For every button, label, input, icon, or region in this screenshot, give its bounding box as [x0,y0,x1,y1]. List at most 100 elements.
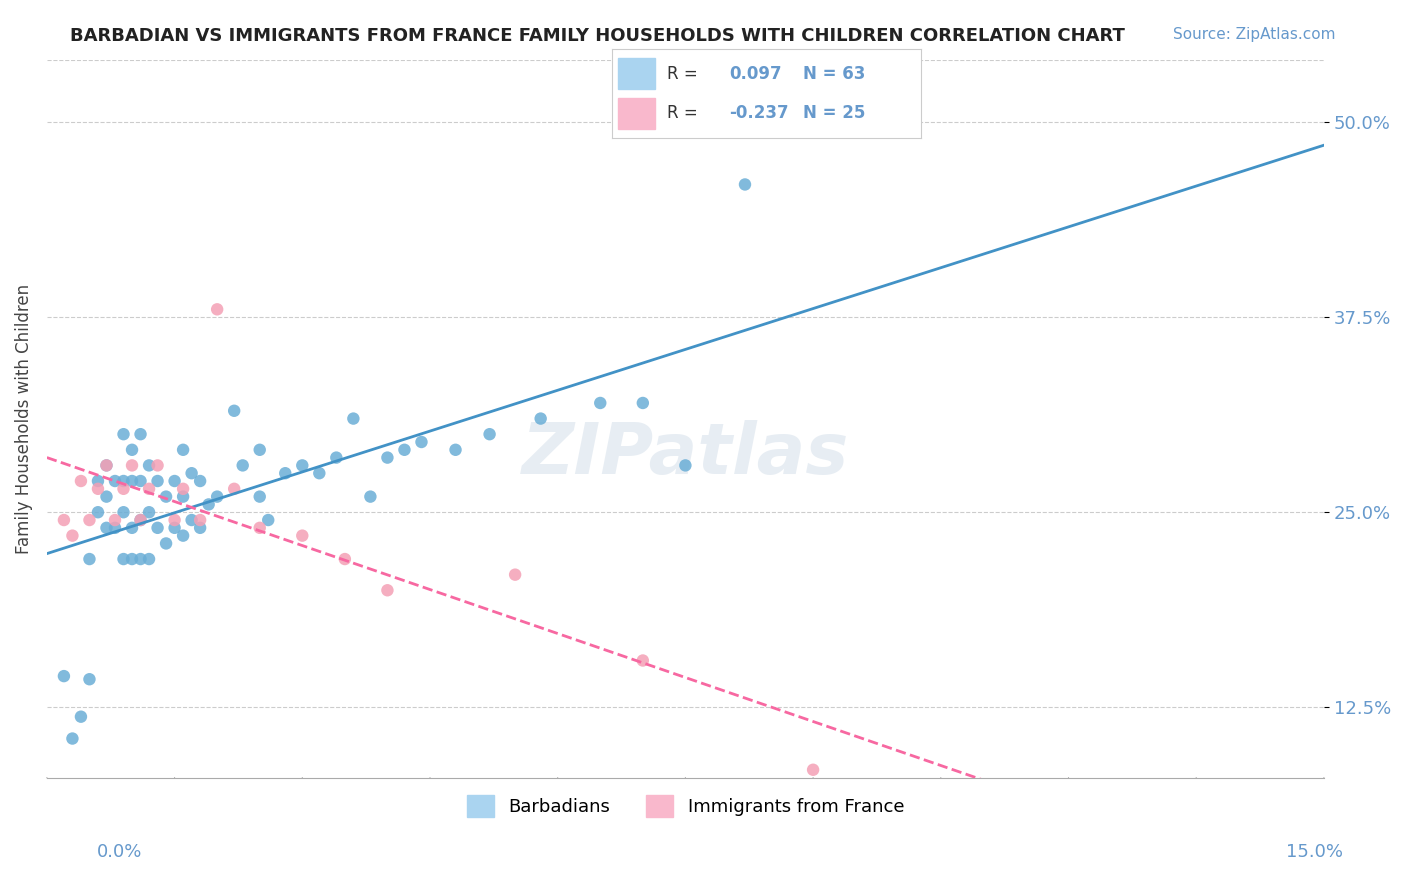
Point [104,513,127,527]
Point [163,513,186,527]
Point [112,505,135,519]
Point [138,552,160,566]
Point [62,731,84,746]
Point [112,482,135,496]
Point [155,490,177,504]
Point [129,552,152,566]
Point [291,458,314,473]
Text: -0.237: -0.237 [730,104,789,122]
Point [377,450,399,465]
Point [96,490,118,504]
Point [197,497,219,511]
Point [180,467,202,481]
Point [104,521,127,535]
Text: ZIPatlas: ZIPatlas [522,420,849,489]
Point [79,513,101,527]
Point [138,458,160,473]
Point [121,458,143,473]
Point [224,482,246,496]
Text: Source: ZipAtlas.com: Source: ZipAtlas.com [1173,27,1336,42]
Legend: Barbadians, Immigrants from France: Barbadians, Immigrants from France [457,786,912,826]
Point [121,474,143,488]
Point [172,482,194,496]
Text: 0.0%: 0.0% [97,843,142,861]
Point [129,513,152,527]
Point [478,427,501,442]
Point [444,442,467,457]
Point [52,513,75,527]
Point [70,474,93,488]
Point [359,490,381,504]
Point [96,521,118,535]
Point [172,490,194,504]
Point [163,521,186,535]
Point [631,653,654,667]
Point [138,482,160,496]
Point [394,442,416,457]
Point [79,672,101,686]
Point [232,458,254,473]
Point [929,778,952,792]
Point [96,458,118,473]
Text: R =: R = [668,104,697,122]
Point [112,474,135,488]
FancyBboxPatch shape [617,58,655,89]
Point [411,435,433,450]
Text: 15.0%: 15.0% [1286,843,1343,861]
Point [87,474,110,488]
Text: 0.097: 0.097 [730,65,782,83]
Point [249,490,271,504]
Point [205,302,228,317]
Point [121,552,143,566]
Point [180,513,202,527]
Point [87,505,110,519]
Point [163,474,186,488]
Point [172,442,194,457]
Point [291,528,314,542]
Point [112,427,135,442]
Point [121,442,143,457]
Point [249,521,271,535]
Point [146,521,169,535]
Point [129,513,152,527]
Point [274,467,297,481]
Point [224,404,246,418]
Point [96,458,118,473]
Point [188,513,211,527]
Text: N = 25: N = 25 [803,104,866,122]
Point [673,458,696,473]
Point [146,474,169,488]
Point [631,396,654,410]
Point [342,411,364,425]
Point [146,458,169,473]
Point [205,490,228,504]
Point [530,411,553,425]
Point [249,442,271,457]
Point [188,521,211,535]
Point [129,474,152,488]
Point [503,567,526,582]
Point [589,396,612,410]
Point [62,528,84,542]
Text: R =: R = [668,65,697,83]
Point [52,669,75,683]
FancyBboxPatch shape [617,98,655,129]
Point [104,474,127,488]
Text: BARBADIAN VS IMMIGRANTS FROM FRANCE FAMILY HOUSEHOLDS WITH CHILDREN CORRELATION : BARBADIAN VS IMMIGRANTS FROM FRANCE FAMI… [70,27,1125,45]
Point [377,583,399,598]
Point [87,482,110,496]
Point [308,467,330,481]
Point [138,505,160,519]
Point [121,521,143,535]
Point [155,536,177,550]
Point [79,552,101,566]
Point [333,552,356,566]
Point [188,474,211,488]
Point [112,552,135,566]
Point [257,513,280,527]
Point [129,427,152,442]
Point [801,763,824,777]
Point [325,450,347,465]
Point [70,709,93,723]
Point [734,178,756,192]
